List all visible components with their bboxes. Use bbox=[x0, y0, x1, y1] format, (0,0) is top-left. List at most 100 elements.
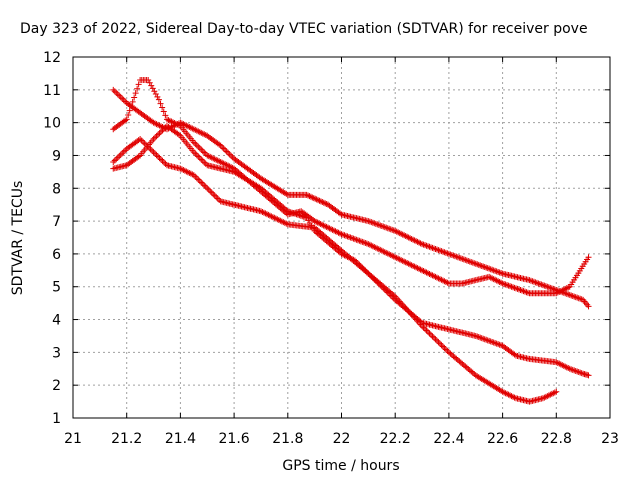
data-point bbox=[471, 260, 478, 267]
data-point bbox=[451, 253, 458, 260]
data-point bbox=[396, 256, 403, 263]
data-point bbox=[347, 255, 354, 262]
data-point bbox=[193, 142, 200, 149]
data-point bbox=[456, 254, 463, 261]
data-point bbox=[259, 208, 266, 215]
data-point bbox=[502, 390, 509, 397]
data-point bbox=[198, 179, 205, 186]
data-point bbox=[137, 136, 144, 143]
data-point bbox=[420, 268, 427, 275]
data-point bbox=[320, 222, 327, 229]
x-tick-label: 22.4 bbox=[433, 431, 464, 447]
data-point bbox=[487, 266, 494, 273]
data-point bbox=[487, 274, 494, 281]
data-point bbox=[365, 270, 372, 277]
y-tick-label: 3 bbox=[52, 345, 61, 361]
data-point bbox=[307, 193, 314, 200]
data-point bbox=[195, 143, 202, 150]
data-point bbox=[292, 210, 299, 217]
x-tick-label: 21.4 bbox=[165, 431, 196, 447]
data-point bbox=[510, 284, 517, 291]
data-point bbox=[311, 218, 318, 225]
data-point bbox=[472, 332, 479, 339]
data-point bbox=[338, 231, 345, 238]
data-point bbox=[283, 220, 290, 227]
data-point bbox=[466, 367, 473, 374]
data-point bbox=[496, 278, 503, 285]
data-point bbox=[274, 199, 281, 206]
data-point bbox=[328, 238, 335, 245]
data-point bbox=[413, 314, 420, 321]
data-point bbox=[111, 157, 118, 164]
data-point bbox=[368, 242, 375, 249]
data-point bbox=[260, 209, 267, 216]
data-point bbox=[174, 121, 181, 128]
data-point bbox=[351, 236, 358, 243]
data-point bbox=[125, 111, 132, 118]
data-point bbox=[436, 247, 443, 254]
data-point bbox=[392, 254, 399, 261]
data-point bbox=[426, 330, 433, 337]
data-point bbox=[423, 327, 430, 334]
data-point bbox=[199, 148, 206, 155]
data-point bbox=[395, 229, 402, 236]
data-point bbox=[198, 156, 205, 163]
data-point bbox=[366, 272, 373, 279]
data-point bbox=[501, 280, 508, 287]
data-point bbox=[228, 152, 235, 159]
data-point bbox=[551, 389, 558, 396]
data-point bbox=[269, 195, 276, 202]
data-point bbox=[306, 193, 313, 200]
data-point bbox=[341, 250, 348, 257]
data-point bbox=[439, 248, 446, 255]
data-point bbox=[126, 107, 133, 114]
x-tick-label: 21.2 bbox=[111, 431, 142, 447]
data-point bbox=[541, 282, 548, 289]
data-point bbox=[448, 252, 455, 259]
data-point bbox=[286, 208, 293, 215]
data-point bbox=[150, 119, 157, 126]
data-point bbox=[135, 153, 142, 160]
data-point bbox=[211, 156, 218, 163]
data-point bbox=[383, 288, 390, 295]
data-point bbox=[384, 225, 391, 232]
data-point bbox=[381, 224, 388, 231]
data-point bbox=[532, 279, 539, 286]
data-point bbox=[398, 257, 405, 264]
data-point bbox=[399, 303, 406, 310]
data-point bbox=[369, 243, 376, 250]
data-point bbox=[190, 149, 197, 156]
data-point bbox=[337, 230, 344, 237]
data-point bbox=[316, 228, 323, 235]
data-point bbox=[575, 295, 582, 302]
y-tick-label: 9 bbox=[52, 148, 61, 164]
data-point bbox=[269, 214, 276, 221]
data-point bbox=[438, 276, 445, 283]
data-point bbox=[184, 123, 191, 130]
data-point bbox=[374, 221, 381, 228]
data-point bbox=[317, 198, 324, 205]
data-point bbox=[187, 170, 194, 177]
data-point bbox=[408, 235, 415, 242]
data-point bbox=[505, 391, 512, 398]
data-point bbox=[548, 390, 555, 397]
data-point bbox=[189, 125, 196, 132]
data-point bbox=[380, 285, 387, 292]
data-point bbox=[441, 249, 448, 256]
data-point bbox=[204, 152, 211, 159]
data-point bbox=[444, 347, 451, 354]
data-point bbox=[463, 257, 470, 264]
data-point bbox=[331, 227, 338, 234]
data-point bbox=[496, 341, 503, 348]
data-point bbox=[407, 235, 414, 242]
data-point bbox=[110, 159, 117, 166]
data-point bbox=[510, 393, 517, 400]
data-point bbox=[381, 286, 388, 293]
data-point bbox=[274, 216, 281, 223]
data-point bbox=[381, 249, 388, 256]
data-point bbox=[160, 159, 167, 166]
data-point bbox=[202, 183, 209, 190]
data-point bbox=[469, 369, 476, 376]
data-point bbox=[571, 367, 578, 374]
